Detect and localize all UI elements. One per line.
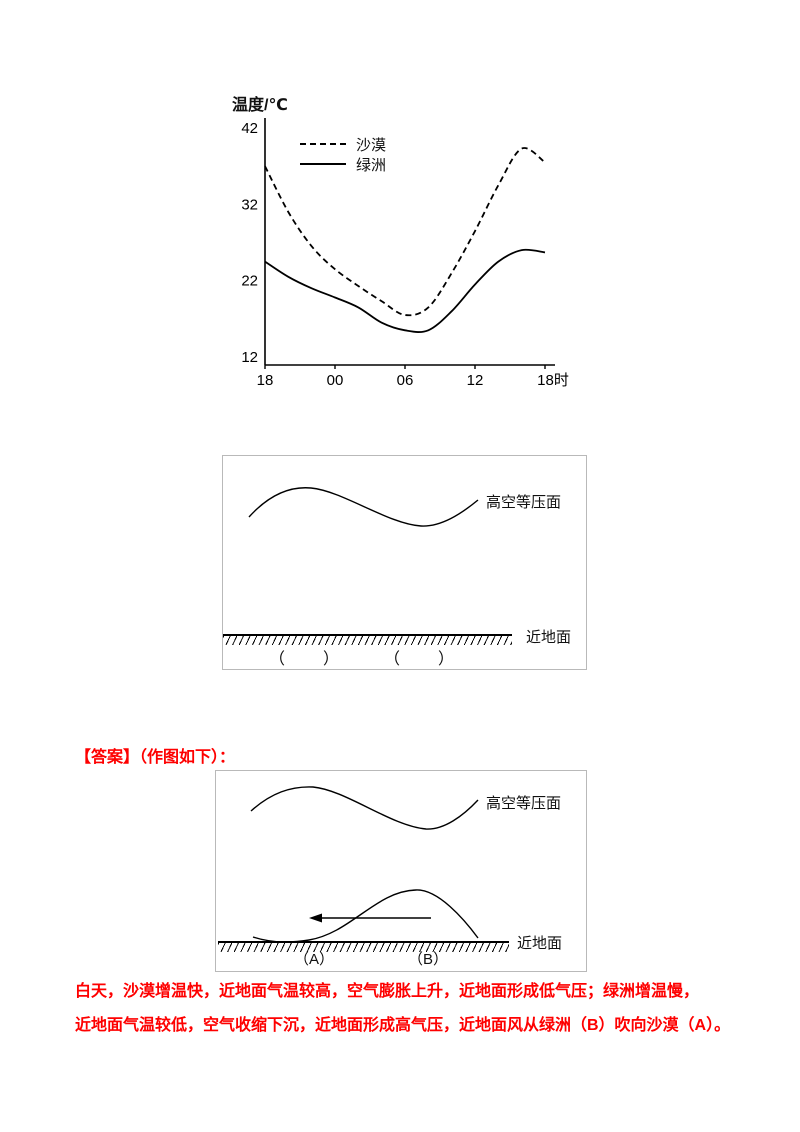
x-axis-tick-label: 18时: [537, 372, 569, 389]
isobar-question-diagram: 高空等压面 近地面 （ ） （ ）: [222, 455, 587, 670]
oasis-temperature-curve: [264, 248, 546, 333]
legend-label-oasis: 绿洲: [356, 156, 387, 174]
legend-row-oasis: 绿洲: [300, 154, 386, 174]
y-axis-tick-label: 32: [241, 196, 258, 213]
near-ground-isobar-curve: [252, 889, 479, 943]
isobar-answer-diagram: 高空等压面 近地面 （A） （B）: [215, 770, 587, 972]
answer-line-2: 近地面气温较低，空气收缩下沉，近地面形成高气压，近地面风从绿洲（B）吹向沙漠（A…: [75, 1017, 731, 1034]
point-a-label: （A）: [294, 951, 335, 968]
desert-temperature-curve: [264, 147, 546, 317]
chart-legend: 沙漠 绿洲: [300, 134, 386, 174]
oasis-solid-line-sample: [300, 163, 346, 165]
isobar-curve: [248, 487, 479, 527]
answer-line-1: 白天，沙漠增温快，近地面气温较高，空气膨胀上升，近地面形成低气压；绿洲增温慢，: [75, 983, 700, 1000]
ground-hatch-answer: [218, 941, 509, 952]
y-axis-tick-label: 22: [241, 273, 258, 290]
wind-arrow: [309, 913, 431, 923]
upper-isobar-curve: [250, 786, 479, 830]
answer-heading: 【答案】（作图如下）：: [75, 749, 236, 766]
legend-row-desert: 沙漠: [300, 134, 386, 154]
ground-label-answer: 近地面: [517, 935, 563, 952]
y-axis-tick-label: 12: [241, 349, 258, 366]
blank-right: （ ）: [384, 651, 457, 668]
legend-label-desert: 沙漠: [356, 136, 387, 154]
blank-left: （ ）: [269, 651, 342, 668]
upper-isobar-label-answer: 高空等压面: [486, 795, 562, 812]
x-axis-tick-label: 06: [397, 372, 414, 389]
x-axis-tick-label: 18: [257, 372, 274, 389]
temperature-chart-plot: 42 32 22 12 18 00 06 12 18时: [241, 118, 569, 389]
desert-dashed-line-sample: [300, 143, 346, 145]
x-axis-tick-label: 12: [467, 372, 484, 389]
upper-isobar-curve-question: [248, 487, 479, 527]
y-axis-tick-label: 42: [241, 120, 258, 137]
temperature-chart: 温度/℃ 42 32 22 12 18 00 06 12 18时 沙漠 绿洲: [230, 88, 575, 393]
x-axis-tick-label: 00: [327, 372, 344, 389]
point-b-label: （B）: [408, 951, 449, 968]
ground-hatch: [223, 634, 512, 645]
chart-y-axis-title: 温度/℃: [232, 97, 288, 114]
ground-label: 近地面: [526, 629, 572, 646]
upper-isobar-label: 高空等压面: [486, 494, 562, 511]
